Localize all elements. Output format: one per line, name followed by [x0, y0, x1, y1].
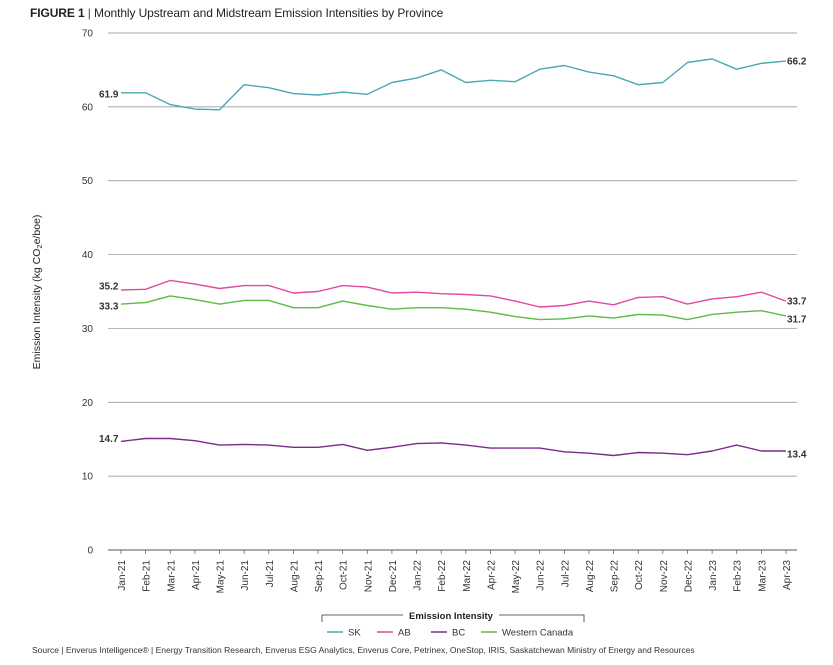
x-tick-label: Nov-22: [659, 560, 670, 593]
y-tick-label: 60: [82, 102, 94, 113]
y-tick-label: 40: [82, 250, 94, 261]
x-tick-label: May-21: [216, 560, 227, 594]
data-label-last-ab: 33.7: [787, 297, 807, 308]
y-axis-label: Emission Intensity (kg CO2e/boe): [31, 215, 44, 370]
y-tick-label: 50: [82, 176, 94, 187]
x-tick-label: Jun-22: [536, 560, 547, 591]
source-note: Source | Enverus Intelligence® | Energy …: [32, 645, 695, 655]
x-axis: Jan-21 Feb-21 Mar-21 Apr-21 May-21 Jun-21 Jul-…: [117, 550, 793, 593]
x-tick-label: Apr-23: [782, 560, 793, 590]
y-tick-label: 20: [82, 398, 94, 409]
x-tick-label: Sep-21: [314, 560, 325, 593]
y-tick-label: 0: [87, 546, 93, 557]
x-tick-label: Feb-22: [437, 560, 448, 592]
series-line-sk: [121, 58, 787, 111]
y-tick-label: 70: [82, 29, 94, 40]
legend-title: Emission Intensity: [409, 611, 494, 622]
x-tick-label: Feb-21: [142, 560, 153, 592]
series-line-ab: [120, 279, 787, 308]
series-line-western-canada: [120, 295, 787, 321]
data-label-last-bc: 13.4: [787, 450, 807, 461]
series-line-bc: [120, 437, 786, 457]
x-tick-label: Jul-22: [560, 560, 571, 588]
x-tick-label: Jun-21: [240, 560, 251, 591]
series-lines: [120, 58, 787, 457]
x-tick-label: Dec-21: [388, 560, 399, 593]
data-label-first-ab: 35.2: [99, 282, 119, 293]
x-tick-label: Mar-22: [462, 560, 473, 592]
data-labels: 61.9 66.2 35.2 33.7 14.7 13.4 33.3 31.7: [99, 57, 807, 461]
data-label-first-sk: 61.9: [99, 89, 119, 100]
x-tick-label: Oct-21: [339, 560, 350, 590]
x-tick-label: Feb-23: [733, 560, 744, 592]
x-tick-label: Jan-21: [117, 560, 128, 591]
x-tick-label: Apr-21: [191, 560, 202, 590]
data-label-last-western-canada: 31.7: [787, 314, 807, 325]
data-label-first-bc: 14.7: [99, 434, 119, 445]
legend-label-sk: SK: [348, 628, 361, 639]
title-separator: |: [87, 6, 91, 20]
x-tick-label: Aug-22: [585, 560, 596, 593]
legend-label-western-canada: Western Canada: [502, 628, 574, 639]
y-axis-ticks: 0 10 20 30 40 50 60 70: [82, 29, 94, 557]
x-tick-label: Apr-22: [486, 560, 497, 590]
y-tick-label: 30: [82, 324, 94, 335]
x-tick-label: Jan-23: [708, 560, 719, 591]
x-tick-label: Aug-21: [289, 560, 300, 593]
legend-label-bc: BC: [452, 628, 465, 639]
x-tick-label: Mar-23: [757, 560, 768, 592]
x-tick-label: Jul-21: [265, 560, 276, 588]
x-tick-label: Nov-21: [363, 560, 374, 593]
x-tick-label: Dec-22: [683, 560, 694, 593]
y-tick-label: 10: [82, 472, 94, 483]
legend-bracket: [321, 614, 585, 622]
x-tick-label: Oct-22: [634, 560, 645, 590]
gridlines: [108, 32, 797, 551]
x-tick-label: Mar-21: [166, 560, 177, 592]
title-text: Monthly Upstream and Midstream Emission …: [94, 6, 444, 20]
chart-title: FIGURE 1 | Monthly Upstream and Midstrea…: [30, 6, 443, 20]
legend: Emission Intensity SK AB BC Western Canada: [321, 611, 585, 639]
data-label-last-sk: 66.2: [787, 57, 807, 68]
x-tick-label: Sep-22: [610, 560, 621, 593]
data-label-first-western-canada: 33.3: [99, 302, 119, 313]
x-tick-label: Jan-22: [413, 560, 424, 591]
x-tick-label: May-22: [511, 560, 522, 594]
legend-label-ab: AB: [398, 628, 411, 639]
figure-label: FIGURE 1: [30, 6, 85, 20]
